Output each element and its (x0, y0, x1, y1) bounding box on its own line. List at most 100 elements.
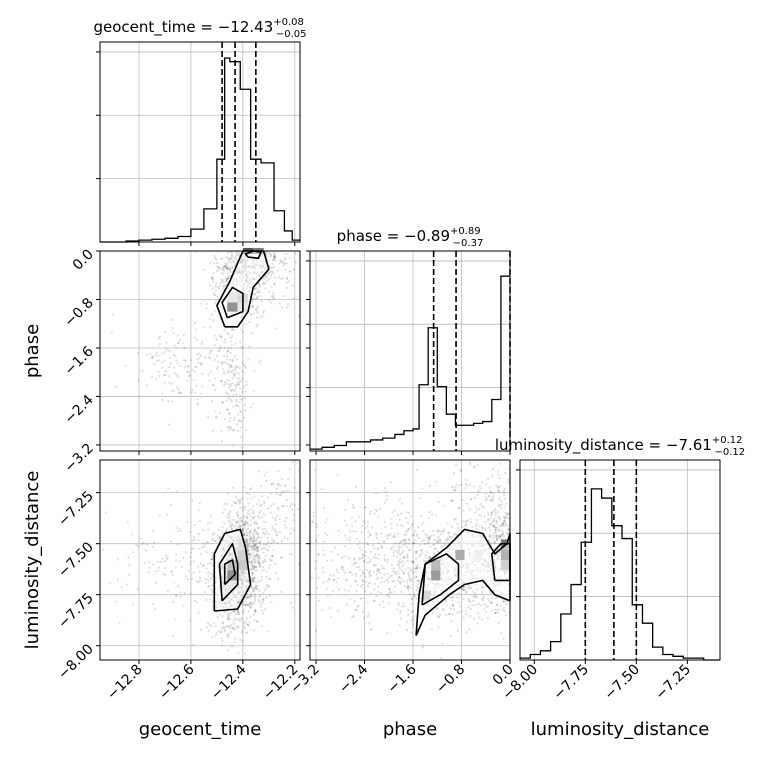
scatter-point (330, 615, 333, 619)
scatter-point (247, 552, 251, 555)
scatter-point (254, 298, 257, 301)
scatter-point (384, 490, 387, 493)
scatter-point (488, 535, 491, 538)
scatter-point (238, 418, 241, 421)
scatter-point (426, 536, 429, 539)
scatter-point (212, 429, 215, 432)
scatter-point (326, 594, 329, 597)
scatter-point (236, 610, 239, 613)
scatter-point (402, 580, 405, 583)
scatter-point (223, 628, 226, 631)
scatter-point (269, 277, 272, 280)
scatter-point (161, 392, 164, 395)
scatter-point (234, 520, 237, 523)
scatter-point (252, 579, 255, 583)
scatter-point (252, 558, 255, 561)
scatter-point (230, 254, 234, 257)
scatter-point (202, 529, 205, 532)
scatter-point (253, 549, 256, 552)
scatter-point (390, 523, 393, 526)
scatter-point (232, 405, 235, 408)
scatter-point (243, 365, 246, 368)
scatter-point (220, 627, 223, 630)
scatter-point (408, 593, 412, 596)
scatter-point (233, 355, 237, 358)
y-axis-label-phase: phase (22, 324, 43, 378)
scatter-point (419, 566, 422, 570)
scatter-point (501, 522, 504, 525)
scatter-point (249, 530, 252, 533)
scatter-point (326, 587, 329, 590)
scatter-point (274, 327, 277, 330)
scatter-point (486, 616, 489, 620)
scatter-point (503, 489, 506, 492)
scatter-point (206, 571, 210, 574)
scatter-point (214, 634, 217, 637)
scatter-point (328, 578, 331, 581)
scatter-point (368, 581, 371, 584)
scatter-point (255, 316, 258, 319)
scatter-point (435, 607, 438, 610)
scatter-point (400, 541, 403, 544)
scatter-point (464, 524, 467, 527)
scatter-point (246, 522, 249, 525)
scatter-point (242, 416, 245, 419)
scatter-point (192, 571, 195, 575)
scatter-point (237, 612, 240, 616)
scatter-point (400, 569, 403, 572)
scatter-point (233, 429, 236, 432)
scatter-point (411, 560, 415, 563)
scatter-point (226, 379, 229, 382)
scatter-point (249, 530, 252, 533)
scatter-point (251, 572, 255, 575)
scatter-point (269, 270, 272, 273)
scatter-point (242, 533, 245, 536)
scatter-point (255, 546, 258, 549)
scatter-point (251, 301, 254, 304)
scatter-point (206, 541, 210, 544)
scatter-point (229, 626, 232, 630)
scatter-point (495, 611, 498, 615)
scatter-point (262, 282, 265, 285)
scatter-point (392, 551, 395, 554)
scatter-point (495, 520, 498, 523)
scatter-point (492, 536, 495, 539)
scatter-point (238, 401, 241, 404)
scatter-point (233, 637, 236, 640)
scatter-point (216, 265, 219, 268)
scatter-point (249, 554, 252, 557)
scatter-point (240, 524, 243, 527)
scatter-point (196, 398, 199, 401)
scatter-point (457, 592, 460, 595)
x-tick-label: −12.6 (156, 661, 198, 703)
scatter-point (467, 599, 470, 603)
scatter-point (357, 515, 360, 518)
scatter-point (197, 581, 200, 584)
scatter-point (254, 561, 257, 564)
scatter-point (403, 556, 406, 559)
scatter-point (478, 485, 481, 488)
scatter-point (495, 537, 499, 541)
scatter-point (248, 540, 251, 543)
scatter-point (497, 611, 500, 614)
scatter-point (135, 543, 138, 547)
scatter-point (494, 540, 497, 543)
scatter-point (497, 504, 500, 508)
scatter-point (502, 606, 505, 610)
scatter-point (182, 342, 185, 345)
scatter-point (231, 259, 235, 262)
scatter-point (367, 536, 370, 539)
scatter-point (475, 583, 478, 586)
scatter-point (481, 481, 484, 484)
scatter-point (444, 599, 447, 602)
scatter-point (216, 534, 219, 537)
scatter-point (484, 499, 487, 502)
scatter-point (199, 562, 202, 565)
scatter-point (368, 571, 371, 574)
scatter-point (151, 602, 155, 605)
scatter-point (245, 515, 248, 518)
scatter-point (262, 597, 265, 601)
scatter-point (271, 554, 274, 558)
scatter-point (418, 555, 422, 558)
scatter-point (193, 370, 196, 373)
